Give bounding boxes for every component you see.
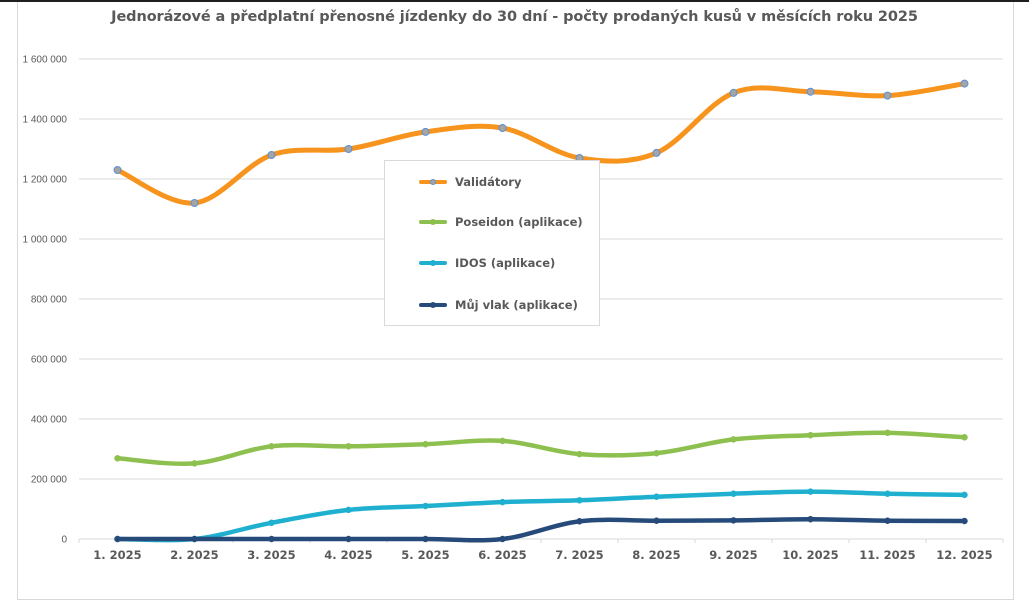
data-point [576,450,583,458]
y-tick-label: 0 [61,535,67,546]
y-tick-label: 1 200 000 [23,175,68,186]
data-point [268,443,275,450]
data-point [730,490,737,497]
series-1 [114,429,968,467]
data-point [191,535,198,543]
legend-item-validatory: Validátory [419,173,521,191]
data-point [267,151,276,159]
data-point [422,502,429,510]
x-tick-label: 4. 2025 [324,548,372,562]
y-tick-label: 600 000 [31,355,68,366]
data-point [268,535,275,543]
series-line [115,430,967,467]
data-point [807,488,814,495]
data-point [576,497,583,504]
data-point [576,518,583,525]
data-point [113,166,122,174]
data-point [421,127,430,136]
data-point [730,517,737,524]
data-point [807,431,814,439]
chart-frame [17,2,1014,600]
data-point [499,535,506,543]
data-point [884,490,891,497]
legend-swatch-icon [419,254,447,272]
x-tick-label: 12. 2025 [936,548,992,562]
data-point [344,145,353,153]
y-tick-label: 1 600 000 [23,55,68,66]
data-point [961,517,968,525]
legend: Validátory Poseidon (aplikace) IDOS (apl… [384,160,600,326]
data-point [653,449,660,457]
data-point [499,498,506,506]
legend-label: Můj vlak (aplikace) [455,298,578,312]
series-3 [114,515,968,543]
data-point [114,535,121,543]
data-point [345,535,352,543]
x-tick-label: 11. 2025 [859,548,915,562]
legend-swatch-icon [419,296,447,314]
data-point [190,199,199,207]
x-tick-label: 2. 2025 [170,548,218,562]
window-top-bar [0,0,1029,2]
data-point [961,491,968,499]
y-tick-label: 800 000 [31,295,68,306]
data-point [345,506,352,514]
data-point [884,429,891,437]
legend-label: Poseidon (aplikace) [455,215,583,229]
data-point [653,517,660,524]
data-point [729,88,738,97]
data-point [652,148,661,157]
legend-item-muj-vlak: Můj vlak (aplikace) [419,296,578,314]
legend-label: IDOS (aplikace) [455,256,556,270]
x-tick-label: 3. 2025 [247,548,295,562]
data-point [807,515,814,523]
series-2 [114,488,968,543]
series-0 [113,79,969,207]
data-point [883,91,892,100]
data-point [114,455,121,462]
data-point [422,535,429,543]
x-tick-label: 9. 2025 [709,548,757,562]
legend-item-idos: IDOS (aplikace) [419,254,555,272]
y-axis-ticks: 0 200 000 400 000 600 000 800 000 1 000 000 1 … [23,55,68,546]
data-point [422,440,429,448]
legend-swatch-icon [419,213,447,231]
series-line [115,516,967,543]
data-point [345,443,352,450]
series-group [113,79,969,543]
x-tick-label: 1. 2025 [93,548,141,562]
x-tick-label: 7. 2025 [555,548,603,562]
y-tick-label: 200 000 [31,475,68,486]
data-point [806,87,815,96]
data-point [960,79,969,88]
legend-item-poseidon: Poseidon (aplikace) [419,213,583,231]
data-point [268,519,275,527]
data-point [498,124,507,132]
y-tick-label: 1 400 000 [23,115,68,126]
series-line [115,489,967,543]
y-tick-label: 1 000 000 [23,235,68,246]
data-point [653,493,660,500]
data-point [191,460,198,467]
x-tick-label: 8. 2025 [632,548,680,562]
data-point [499,437,506,445]
legend-swatch-icon [419,173,447,191]
legend-label: Validátory [455,175,522,189]
data-point [961,434,968,441]
y-tick-label: 400 000 [31,415,68,426]
data-point [884,517,891,524]
x-axis: 1. 2025 2. 2025 3. 2025 4. 2025 5. 2025 6. 20… [78,538,1004,562]
x-tick-label: 10. 2025 [782,548,838,562]
chart-title: Jednorázové a předplatní přenosné jízden… [111,9,918,25]
data-point [730,436,737,443]
x-tick-label: 6. 2025 [478,548,526,562]
x-tick-label: 5. 2025 [401,548,449,562]
